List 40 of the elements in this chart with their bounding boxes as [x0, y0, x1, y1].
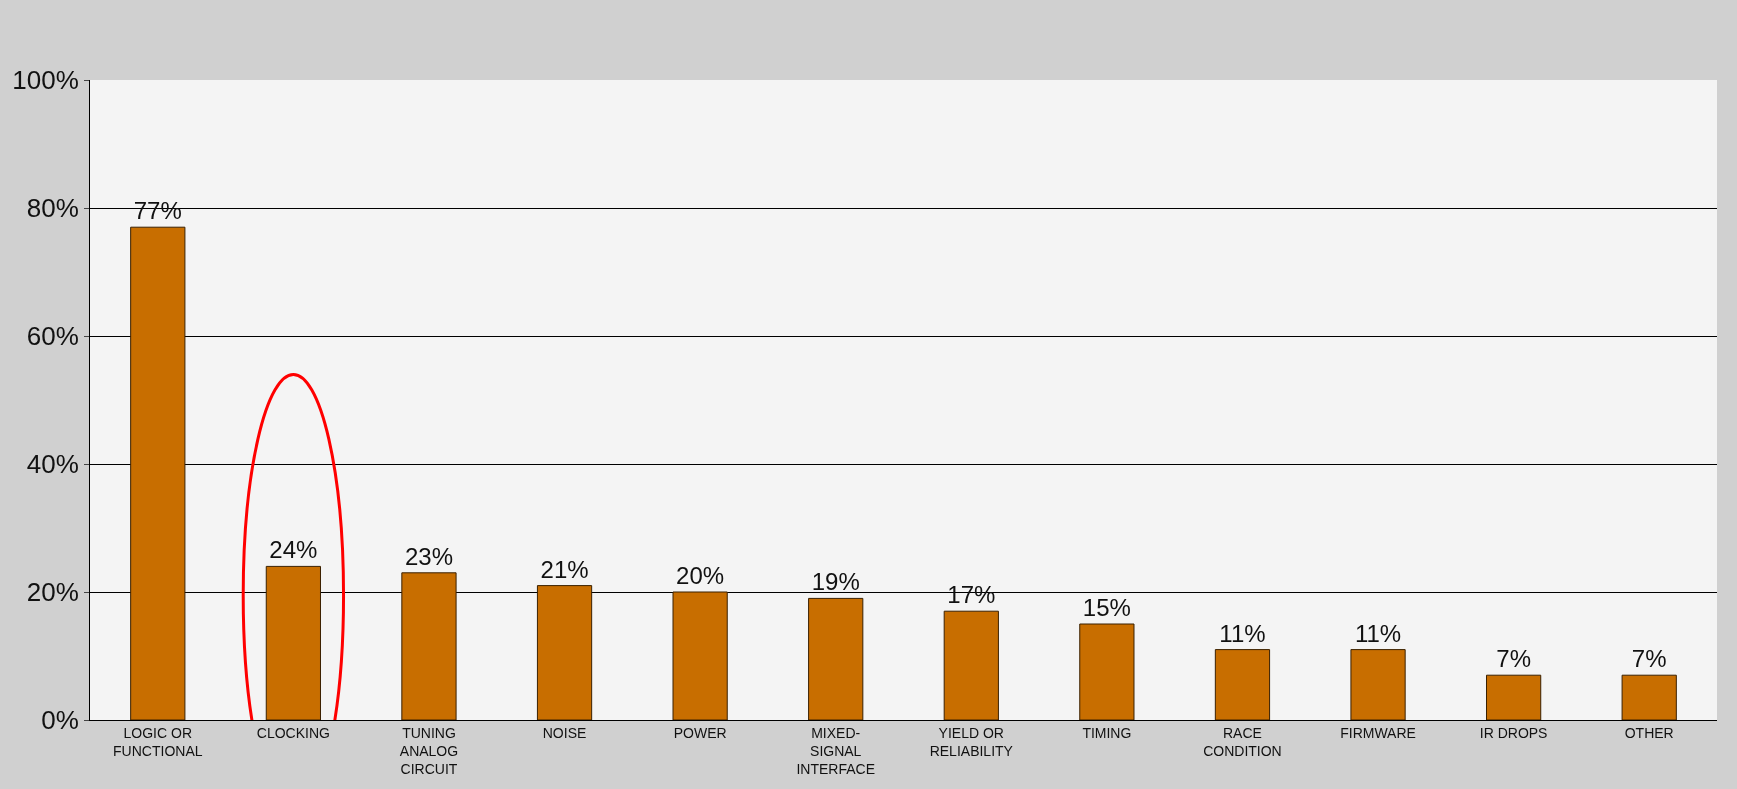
data-label: 23%: [404, 542, 453, 570]
bar: [401, 572, 457, 720]
y-tick-label: 100%: [12, 65, 79, 96]
data-label: 7%: [1496, 645, 1531, 673]
bar: [1350, 649, 1406, 720]
x-tick-label: IR DROPS: [1479, 724, 1548, 741]
data-label: 11%: [1219, 619, 1266, 647]
x-tick-label: TIMING: [1082, 724, 1132, 741]
data-label: 21%: [540, 555, 589, 583]
bar: [1486, 674, 1542, 720]
y-tick-label: 20%: [26, 577, 79, 608]
x-tick-label: NOISE: [542, 724, 587, 741]
x-tick-label: POWER: [673, 724, 727, 741]
bar: [943, 610, 999, 720]
data-label: 19%: [811, 568, 860, 596]
y-tick-label: 80%: [26, 193, 79, 224]
x-tick-label: RACE CONDITION: [1203, 724, 1282, 759]
data-label: 11%: [1354, 619, 1402, 647]
data-label: 20%: [676, 562, 725, 589]
bar: [1214, 649, 1271, 720]
x-tick-label: OTHER: [1624, 724, 1674, 741]
bar: [265, 565, 321, 720]
bar: [1621, 674, 1677, 720]
data-label: 24%: [269, 536, 318, 564]
x-tick-label: LOGIC OR FUNCTIONAL: [113, 724, 203, 759]
y-tick-label: 40%: [26, 449, 79, 480]
data-label: 15%: [1082, 594, 1131, 621]
data-label: 7%: [1631, 645, 1667, 673]
bar: [130, 226, 186, 720]
y-tick-label: 0%: [41, 705, 79, 736]
bar: [672, 591, 728, 720]
x-tick-label: TUNING ANALOG CIRCUIT: [399, 724, 459, 778]
bar: [1079, 623, 1135, 720]
x-tick-label: CLOCKING: [256, 724, 330, 741]
bar: [536, 585, 593, 720]
bar: [808, 597, 864, 720]
x-tick-label: YIELD OR RELIABILITY: [929, 724, 1014, 759]
x-tick-label: FIRMWARE: [1340, 724, 1416, 741]
x-tick-label: MIXED- SIGNAL INTERFACE: [796, 724, 875, 778]
y-tick-label: 60%: [26, 321, 79, 352]
